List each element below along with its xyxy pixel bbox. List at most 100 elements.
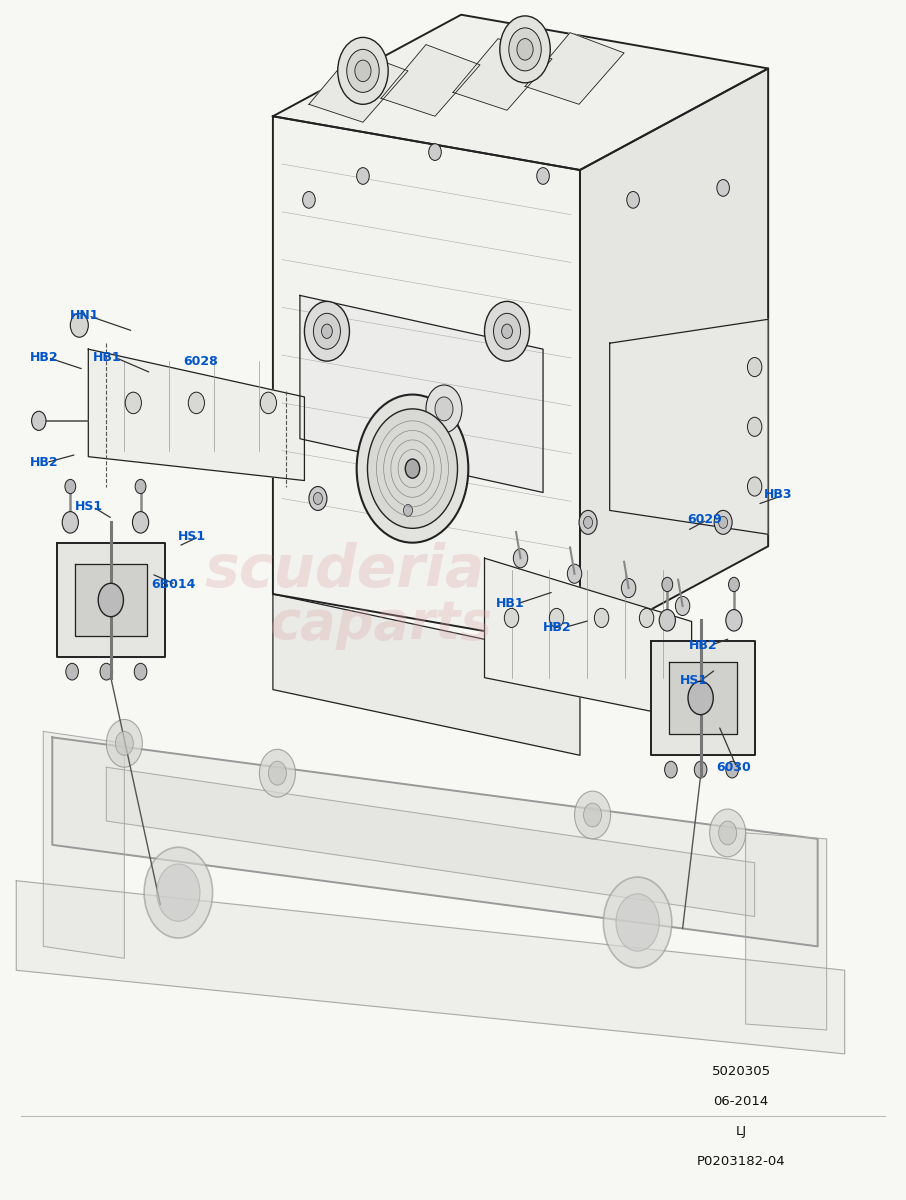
- Circle shape: [65, 479, 76, 493]
- Circle shape: [98, 583, 123, 617]
- Circle shape: [157, 864, 200, 922]
- Circle shape: [115, 731, 133, 755]
- Polygon shape: [273, 594, 580, 755]
- Circle shape: [714, 510, 732, 534]
- Circle shape: [309, 486, 327, 510]
- Circle shape: [63, 511, 79, 533]
- Circle shape: [268, 761, 286, 785]
- Circle shape: [517, 38, 533, 60]
- Text: 06-2014: 06-2014: [714, 1096, 769, 1108]
- Circle shape: [567, 564, 582, 583]
- Circle shape: [500, 16, 550, 83]
- Polygon shape: [670, 662, 737, 733]
- Circle shape: [144, 847, 213, 938]
- Polygon shape: [309, 50, 408, 122]
- Text: HB3: HB3: [764, 488, 792, 502]
- Text: HB2: HB2: [689, 638, 718, 652]
- Circle shape: [509, 28, 541, 71]
- Circle shape: [426, 385, 462, 433]
- Polygon shape: [88, 349, 304, 480]
- Circle shape: [583, 516, 593, 528]
- Text: caparts: caparts: [269, 598, 492, 650]
- Circle shape: [694, 761, 707, 778]
- Circle shape: [303, 192, 315, 209]
- Polygon shape: [106, 767, 755, 917]
- Polygon shape: [381, 44, 480, 116]
- Circle shape: [399, 498, 417, 522]
- Circle shape: [747, 476, 762, 496]
- Circle shape: [135, 479, 146, 493]
- Circle shape: [322, 324, 333, 338]
- Polygon shape: [610, 319, 768, 534]
- Polygon shape: [16, 881, 844, 1054]
- Circle shape: [71, 313, 88, 337]
- Circle shape: [134, 664, 147, 680]
- Circle shape: [675, 596, 689, 616]
- Circle shape: [583, 803, 602, 827]
- Polygon shape: [43, 731, 124, 959]
- Circle shape: [726, 761, 738, 778]
- Circle shape: [549, 608, 564, 628]
- Text: HS1: HS1: [178, 530, 207, 544]
- Text: HB1: HB1: [496, 598, 525, 610]
- Circle shape: [259, 749, 295, 797]
- Text: HS1: HS1: [75, 500, 103, 514]
- Polygon shape: [580, 68, 768, 648]
- Circle shape: [304, 301, 350, 361]
- Circle shape: [718, 821, 737, 845]
- Text: HS1: HS1: [680, 673, 708, 686]
- Circle shape: [536, 168, 549, 185]
- Circle shape: [485, 301, 529, 361]
- Circle shape: [574, 791, 611, 839]
- Polygon shape: [75, 564, 147, 636]
- Text: HB1: HB1: [92, 352, 121, 364]
- Circle shape: [106, 720, 142, 767]
- Circle shape: [347, 49, 380, 92]
- Circle shape: [616, 894, 660, 952]
- Circle shape: [505, 608, 519, 628]
- Circle shape: [338, 37, 388, 104]
- Circle shape: [502, 324, 513, 338]
- Circle shape: [662, 577, 673, 592]
- Circle shape: [355, 60, 371, 82]
- Circle shape: [709, 809, 746, 857]
- Circle shape: [660, 610, 675, 631]
- Text: scuderia: scuderia: [205, 541, 485, 599]
- Circle shape: [357, 395, 468, 542]
- Polygon shape: [273, 14, 768, 170]
- Circle shape: [514, 548, 527, 568]
- Text: HB2: HB2: [30, 352, 58, 364]
- Circle shape: [125, 392, 141, 414]
- Circle shape: [357, 168, 370, 185]
- Text: 6029: 6029: [687, 514, 722, 527]
- Circle shape: [429, 144, 441, 161]
- Circle shape: [313, 492, 323, 504]
- Polygon shape: [273, 116, 580, 648]
- Circle shape: [66, 664, 79, 680]
- Text: 6B014: 6B014: [151, 578, 196, 590]
- Polygon shape: [746, 833, 826, 1030]
- Circle shape: [188, 392, 205, 414]
- Polygon shape: [485, 558, 691, 720]
- Circle shape: [665, 761, 677, 778]
- Polygon shape: [57, 542, 165, 658]
- Circle shape: [100, 664, 112, 680]
- Circle shape: [718, 516, 728, 528]
- Circle shape: [603, 877, 672, 968]
- Circle shape: [640, 608, 654, 628]
- Circle shape: [313, 313, 341, 349]
- Text: HN1: HN1: [71, 310, 100, 323]
- Text: HB2: HB2: [543, 620, 572, 634]
- Circle shape: [435, 397, 453, 421]
- Text: HB2: HB2: [30, 456, 58, 469]
- Text: 6028: 6028: [183, 355, 217, 367]
- Circle shape: [579, 510, 597, 534]
- Circle shape: [132, 511, 149, 533]
- Polygon shape: [651, 641, 755, 755]
- Circle shape: [405, 460, 419, 478]
- Text: 5020305: 5020305: [711, 1066, 771, 1079]
- Circle shape: [594, 608, 609, 628]
- Text: LJ: LJ: [736, 1126, 747, 1138]
- Circle shape: [260, 392, 276, 414]
- Text: P0203182-04: P0203182-04: [697, 1154, 786, 1168]
